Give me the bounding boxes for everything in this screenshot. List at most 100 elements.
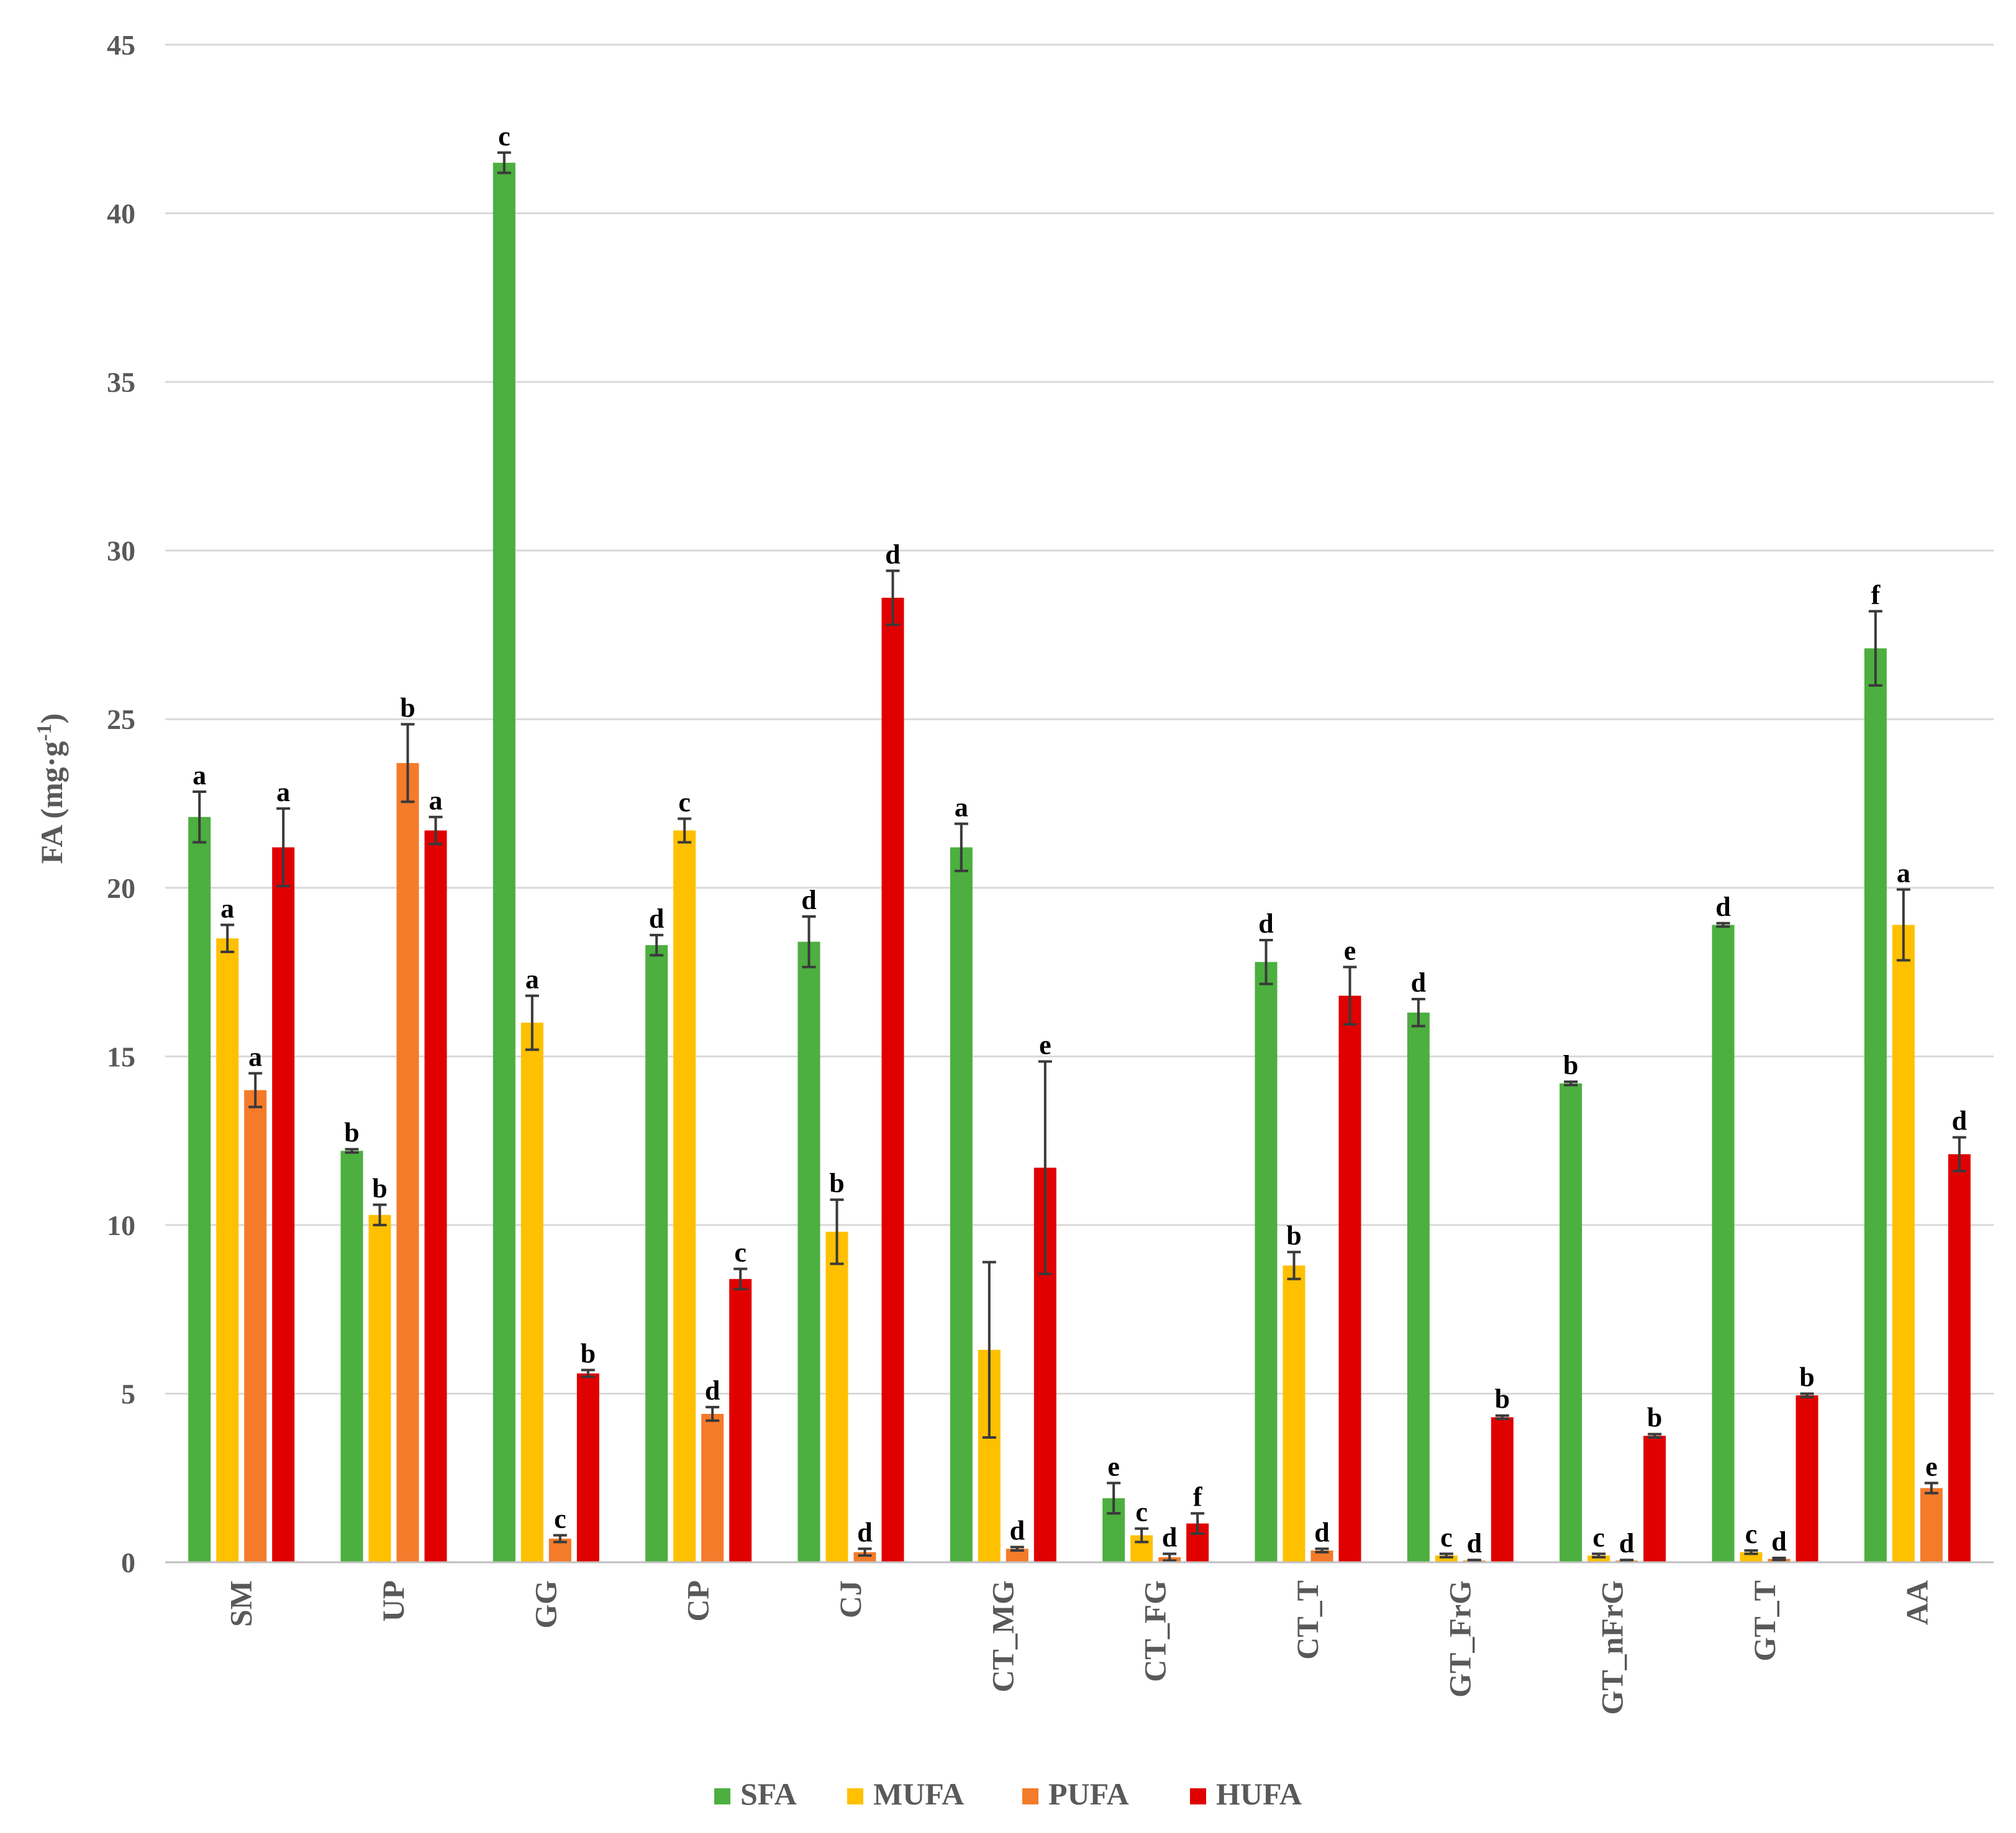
legend-swatch-mufa [847, 1788, 863, 1804]
significance-label: e [1925, 1451, 1938, 1482]
bar-hufa-cj [881, 597, 904, 1563]
y-axis-label-main: FA (mg·g [34, 741, 69, 864]
legend-label-hufa: HUFA [1216, 1776, 1302, 1811]
significance-label: d [1771, 1526, 1786, 1557]
bar-mufa-aa [1892, 925, 1915, 1562]
bar-hufa-aa [1948, 1154, 1971, 1562]
legend-swatch-hufa [1190, 1788, 1206, 1804]
bar-mufa-gt_nfrg [1587, 1555, 1610, 1562]
significance-label: c [734, 1237, 747, 1267]
bar-mufa-cp [673, 830, 696, 1562]
bar-hufa-gt_t [1796, 1395, 1818, 1562]
bar-hufa-gt_nfrg [1643, 1436, 1666, 1562]
bar-sfa-gt_frg [1407, 1012, 1430, 1562]
bar-mufa-cj [825, 1231, 848, 1562]
bar-sfa-ct_t [1255, 962, 1278, 1562]
x-tick-label: UP [376, 1580, 411, 1622]
y-tick-label: 15 [107, 1041, 135, 1072]
x-tick-label: CP [681, 1580, 715, 1622]
y-tick-label: 10 [107, 1210, 135, 1241]
significance-label: e [1344, 935, 1356, 966]
bar-pufa-sm [244, 1090, 267, 1562]
y-tick-label: 5 [121, 1378, 135, 1410]
bar-mufa-ct_t [1283, 1265, 1305, 1562]
legend-swatch-pufa [1022, 1788, 1038, 1804]
significance-label: d [1467, 1528, 1482, 1559]
legend: SFA MUFA PUFA HUFA [714, 1776, 1302, 1811]
significance-label: b [1647, 1403, 1662, 1433]
significance-label: b [1563, 1050, 1578, 1080]
bar-hufa-cp [729, 1279, 752, 1562]
x-tick-label: CJ [833, 1580, 868, 1618]
significance-label: b [344, 1118, 359, 1148]
legend-label-mufa: MUFA [873, 1776, 964, 1811]
significance-label: a [429, 785, 443, 816]
bar-hufa-up [424, 830, 447, 1562]
x-tick-label: GT_FrG [1442, 1580, 1477, 1698]
y-tick-label: 0 [121, 1547, 135, 1578]
x-tick-label: CT_FG [1138, 1580, 1173, 1682]
significance-label: d [1952, 1106, 1967, 1136]
x-tick-label: GG [528, 1580, 563, 1629]
bar-hufa-ct_t [1338, 995, 1361, 1562]
significance-label: d [1715, 892, 1730, 922]
significance-label: b [1495, 1384, 1510, 1414]
bar-sfa-cj [797, 941, 820, 1562]
bar-sfa-cp [645, 945, 668, 1562]
significance-label: c [678, 787, 691, 817]
significance-label: e [1107, 1451, 1120, 1482]
significance-label: d [1258, 908, 1273, 939]
bar-mufa-sm [216, 938, 239, 1562]
bar-hufa-gt_frg [1491, 1417, 1514, 1562]
significance-label: c [1745, 1519, 1758, 1549]
significance-label: a [1897, 858, 1910, 888]
significance-label: c [1440, 1522, 1453, 1552]
y-tick-label: 40 [107, 198, 135, 230]
x-tick-label: AA [1899, 1580, 1934, 1625]
significance-label: c [498, 121, 511, 152]
bar-sfa-gt_t [1712, 925, 1735, 1562]
bar-pufa-ct_mg [1006, 1549, 1028, 1562]
y-tick-label: 45 [107, 29, 135, 61]
y-axis-ticks: 0 5 10 15 20 25 30 35 40 45 [107, 29, 135, 1578]
y-tick-label: 35 [107, 366, 135, 398]
significance-label: a [525, 964, 539, 995]
significance-label: c [554, 1504, 566, 1534]
significance-label: a [955, 792, 968, 823]
significance-label: f [1871, 579, 1881, 610]
significance-label: d [1314, 1517, 1329, 1547]
x-tick-label: CT_MG [985, 1580, 1020, 1693]
y-axis-label-close: ) [34, 713, 69, 724]
legend-swatch-sfa [714, 1788, 730, 1804]
significance-label: a [193, 760, 206, 790]
bar-sfa-gt_nfrg [1560, 1083, 1582, 1562]
significance-label: e [1039, 1030, 1051, 1060]
significance-label: b [1799, 1362, 1814, 1392]
bar-pufa-aa [1920, 1488, 1943, 1562]
significance-label: b [581, 1338, 596, 1369]
significance-label: d [1162, 1522, 1177, 1552]
bar-pufa-cp [701, 1414, 724, 1562]
error-bars [193, 151, 1966, 1563]
significance-label: b [1286, 1220, 1301, 1251]
bar-mufa-gg [520, 1023, 543, 1562]
significance-label: d [801, 885, 816, 915]
significance-label: d [857, 1517, 872, 1547]
significance-label: c [1592, 1522, 1605, 1552]
bar-hufa-sm [272, 847, 295, 1562]
y-tick-label: 25 [107, 704, 135, 735]
significance-label: d [705, 1375, 720, 1406]
significance-label: a [220, 894, 234, 924]
legend-label-pufa: PUFA [1048, 1776, 1129, 1811]
bar-mufa-up [368, 1215, 391, 1562]
x-tick-label: SM [224, 1580, 258, 1627]
significance-label: b [829, 1168, 844, 1198]
significance-label: f [1193, 1482, 1203, 1512]
legend-label-sfa: SFA [740, 1776, 797, 1811]
bar-pufa-ct_t [1310, 1550, 1333, 1562]
bar-mufa-gt_frg [1435, 1555, 1458, 1562]
y-tick-label: 20 [107, 872, 135, 904]
bar-sfa-gg [493, 163, 515, 1563]
